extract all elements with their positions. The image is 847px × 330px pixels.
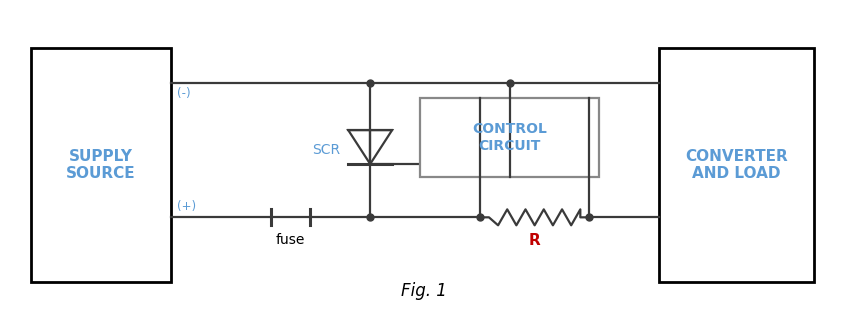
Bar [31,48,171,282]
Bar [420,98,600,178]
Text: R: R [529,233,540,248]
Text: fuse: fuse [276,233,305,247]
Text: SUPPLY
SOURCE: SUPPLY SOURCE [66,149,136,181]
Text: CONVERTER
AND LOAD: CONVERTER AND LOAD [685,149,788,181]
Bar [659,48,814,282]
Text: Fig. 1: Fig. 1 [401,282,447,300]
Text: SCR: SCR [313,143,340,157]
Text: CONTROL
CIRCUIT: CONTROL CIRCUIT [473,122,547,153]
Text: (-): (-) [177,87,191,100]
Text: (+): (+) [177,200,196,213]
